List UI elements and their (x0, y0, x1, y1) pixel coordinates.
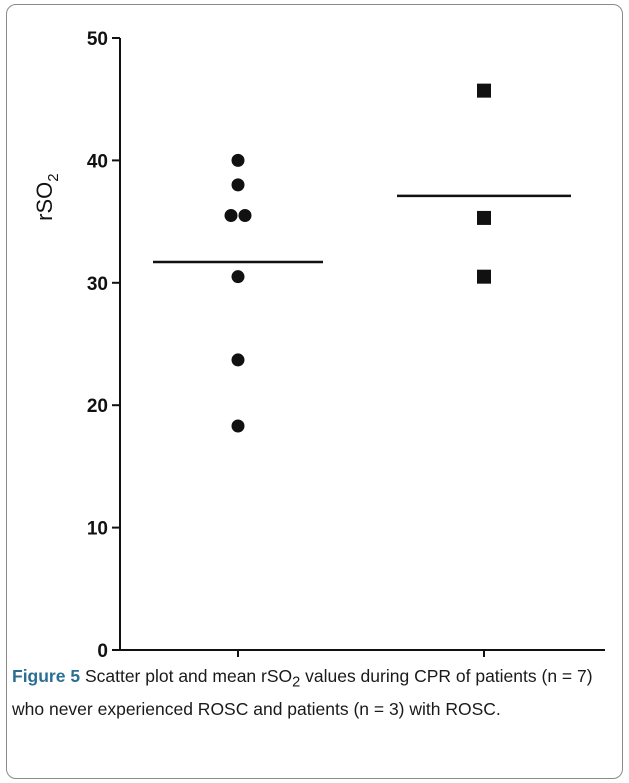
y-tick-label: 10 (87, 519, 108, 540)
data-marks (153, 83, 571, 433)
x-categories: never ROSCROSC (237, 650, 485, 657)
y-tick-label: 50 (87, 29, 108, 50)
data-point-circle (231, 353, 245, 367)
data-point-circle (231, 419, 245, 433)
y-axis-label-main: rSO (32, 182, 57, 221)
data-point-square (477, 83, 491, 98)
y-tick-label: 0 (97, 641, 108, 660)
y-ticks: 0 10 20 30 40 50 (87, 29, 120, 660)
y-axis-label-subscript: 2 (45, 173, 62, 181)
caption-subscript: 2 (292, 674, 301, 691)
y-tick-label: 30 (87, 274, 108, 295)
data-point-circle (238, 208, 252, 222)
data-point-circle (231, 178, 245, 192)
figure-label: Figure 5 (12, 666, 81, 686)
caption-text-part2: values during CPR of patients (n = 7) wh… (12, 666, 593, 719)
scatter-chart: 0 10 20 30 40 50 never ROSCROSC rSO2 (32, 29, 605, 660)
data-point-square (477, 269, 491, 284)
figure-caption: Figure 5 Scatter plot and mean rSO2 valu… (12, 663, 612, 722)
data-point-circle (231, 153, 245, 167)
data-point-circle (231, 270, 245, 284)
y-axis-label: rSO2 (32, 173, 62, 220)
y-tick-label: 20 (87, 396, 108, 417)
caption-text-part1: Scatter plot and mean rSO (80, 666, 293, 686)
data-point-square (477, 210, 491, 225)
data-point-circle (224, 208, 238, 222)
y-tick-label: 40 (87, 151, 108, 172)
